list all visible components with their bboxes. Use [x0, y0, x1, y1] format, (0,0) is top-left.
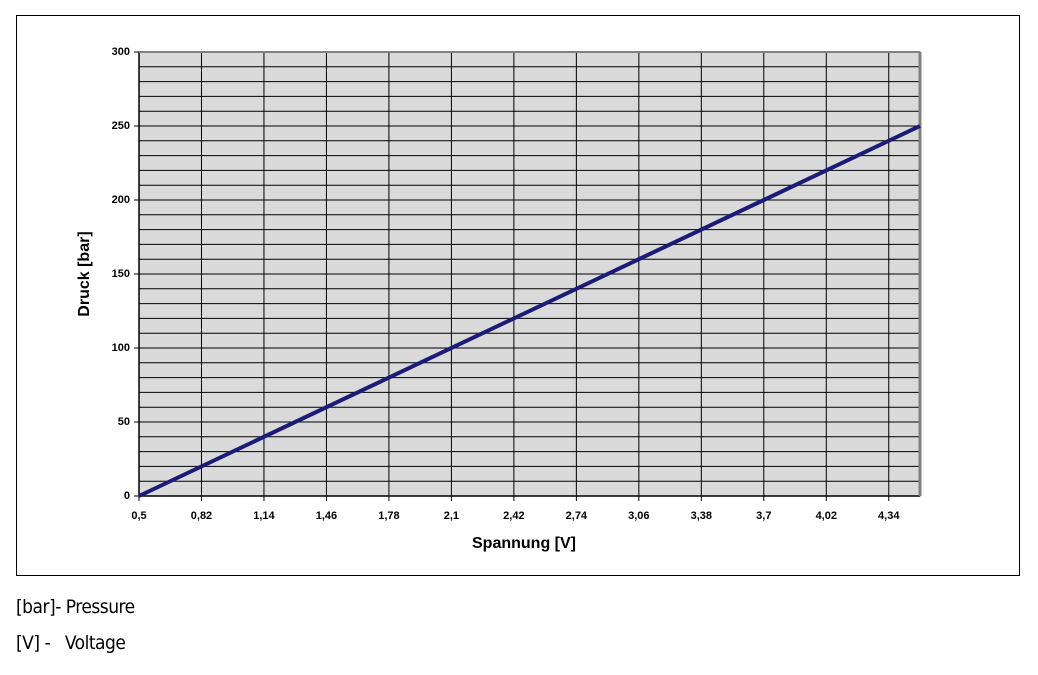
x-tick-label: 4,02	[816, 510, 837, 522]
x-tick-label: 3,06	[628, 510, 649, 522]
chart: Druck [bar] Spannung [V] 0 50 100 150 200 250…	[16, 15, 1020, 576]
x-tick-label: 2,1	[444, 510, 459, 522]
y-tick-label: 200	[112, 194, 130, 206]
y-tick-label: 150	[112, 268, 130, 280]
data-line	[138, 124, 921, 498]
note: [bar]- Pressure	[16, 596, 135, 618]
x-tick-label: 1,46	[316, 510, 337, 522]
x-tick-label: 2,74	[566, 510, 588, 522]
x-tick-label: 1,78	[378, 510, 399, 522]
x-tick-label: 4,34	[878, 510, 900, 522]
x-tick-label: 3,7	[756, 510, 771, 522]
note: [V] - Voltage	[16, 632, 126, 654]
y-tick-label: 50	[118, 416, 130, 428]
y-tick-label: 100	[112, 342, 130, 354]
x-tick-label: 2,42	[503, 510, 524, 522]
y-tick-label: 300	[112, 46, 130, 58]
x-axis-title: Spannung [V]	[472, 535, 576, 552]
y-tick-label: 250	[112, 120, 130, 132]
y-tick-label: 0	[124, 490, 130, 502]
y-axis-title: Druck [bar]	[76, 231, 93, 316]
x-tick-label: 0,5	[131, 510, 146, 522]
x-tick-label: 0,82	[191, 510, 212, 522]
x-tick-label: 1,14	[253, 510, 275, 522]
x-tick-label: 3,38	[691, 510, 712, 522]
